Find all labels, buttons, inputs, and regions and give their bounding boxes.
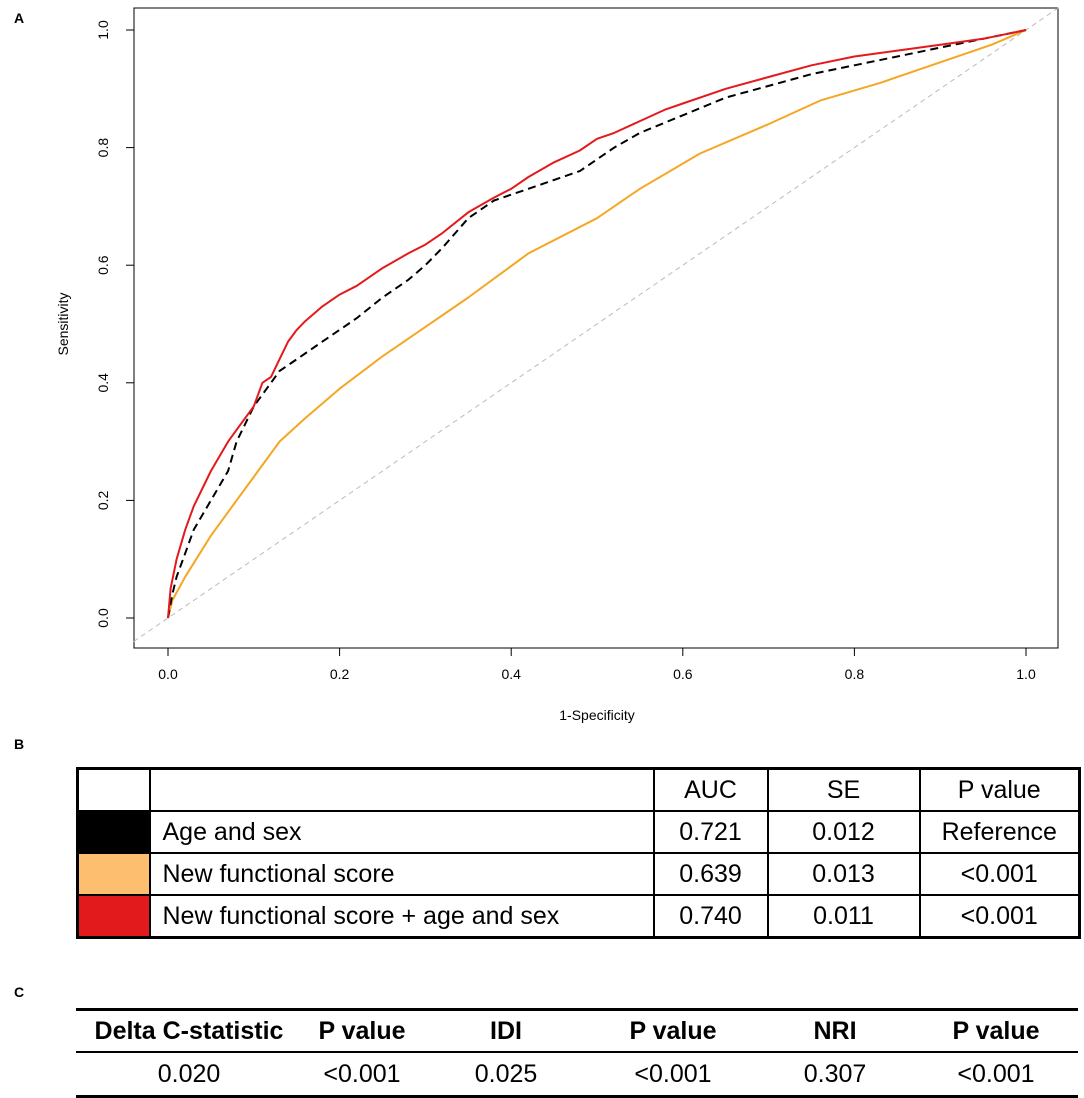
header-idi: IDI (422, 1008, 590, 1053)
table-row: Age and sex 0.721 0.012 Reference (76, 810, 1081, 854)
plot-frame (133, 7, 1059, 649)
header-blank-label (148, 767, 655, 812)
axes: 0.0 0.2 0.4 0.6 0.8 1.0 0.0 0.2 0.4 0.6 0.8 1.0 (95, 20, 1036, 682)
y-tick-label: 0.4 (95, 373, 111, 393)
reclassification-table: Delta C-statistic P value IDI P value NR… (76, 1008, 1078, 1098)
header-auc: AUC (652, 767, 769, 812)
idi-value: 0.025 (422, 1052, 590, 1098)
model-label: New functional score + age and sex (148, 894, 655, 939)
roc-chart: 0.0 0.2 0.4 0.6 0.8 1.0 0.0 0.2 0.4 0.6 0.8 1.0 1-S… (55, 6, 1061, 723)
table-row: New functional score 0.639 0.013 <0.001 (76, 852, 1081, 896)
table-row: 0.020 <0.001 0.025 <0.001 0.307 <0.001 (76, 1052, 1078, 1098)
x-tick-label: 0.4 (501, 666, 521, 682)
color-swatch (76, 894, 151, 939)
y-tick-label: 0.8 (95, 138, 111, 158)
x-tick-label: 0.6 (673, 666, 693, 682)
roc-series-reference-diagonal (133, 6, 1061, 642)
delta-c-value: 0.020 (76, 1052, 302, 1098)
y-tick-label: 1.0 (95, 20, 111, 40)
x-tick-label: 0.8 (845, 666, 865, 682)
se-value: 0.011 (766, 894, 921, 939)
y-axis-label: Sensitivity (55, 292, 71, 355)
color-swatch (76, 852, 151, 896)
model-label: New functional score (148, 852, 655, 896)
x-tick-label: 0.0 (158, 666, 178, 682)
panel-label-a: A (14, 10, 25, 26)
y-tick-label: 0.0 (95, 608, 111, 628)
p-value: <0.001 (918, 852, 1081, 896)
roc-series-new-functional-score (167, 29, 1027, 619)
p-value-3: <0.001 (914, 1052, 1078, 1098)
auc-value: 0.740 (652, 894, 769, 939)
header-p-value-2: P value (590, 1008, 756, 1053)
y-tick-label: 0.2 (95, 490, 111, 510)
header-blank-swatch (76, 767, 151, 812)
reclassification-header: Delta C-statistic P value IDI P value NR… (76, 1008, 1078, 1053)
header-nri: NRI (756, 1008, 914, 1053)
series-layer (133, 6, 1061, 642)
nri-value: 0.307 (756, 1052, 914, 1098)
header-se: SE (766, 767, 921, 812)
panel-label-b: B (14, 736, 25, 752)
header-p-value-1: P value (302, 1008, 422, 1053)
p-value-2: <0.001 (590, 1052, 756, 1098)
se-value: 0.012 (766, 810, 921, 854)
auc-value: 0.639 (652, 852, 769, 896)
table-row: New functional score + age and sex 0.740… (76, 894, 1081, 939)
auc-table: AUC SE P value Age and sex 0.721 0.012 R… (76, 767, 1081, 939)
x-tick-label: 0.2 (330, 666, 350, 682)
y-tick-label: 0.6 (95, 255, 111, 275)
header-p-value-3: P value (914, 1008, 1078, 1053)
model-label: Age and sex (148, 810, 655, 854)
se-value: 0.013 (766, 852, 921, 896)
auc-table-header: AUC SE P value (76, 767, 1081, 812)
p-value: <0.001 (918, 894, 1081, 939)
auc-value: 0.721 (652, 810, 769, 854)
x-axis-label: 1-Specificity (559, 707, 634, 723)
header-p-value: P value (918, 767, 1081, 812)
roc-series-age-and-sex (167, 29, 1027, 619)
color-swatch (76, 810, 151, 854)
p-value-1: <0.001 (302, 1052, 422, 1098)
header-delta-c: Delta C-statistic (76, 1008, 302, 1053)
p-value: Reference (918, 810, 1081, 854)
x-tick-label: 1.0 (1016, 666, 1036, 682)
roc-series-new-functional-score-age-and-sex (167, 29, 1027, 619)
panel-label-c: C (14, 984, 25, 1000)
